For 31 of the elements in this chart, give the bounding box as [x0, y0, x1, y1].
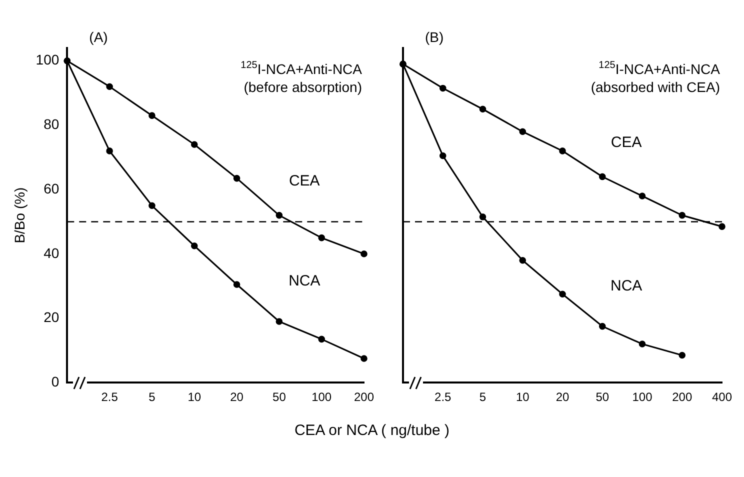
- y-tick-label: 0: [51, 373, 60, 390]
- x-tick-label: 100: [312, 390, 332, 404]
- x-tick-label: 2.5: [101, 390, 118, 404]
- x-tick-label: 20: [556, 390, 570, 404]
- x-tick-label: 10: [516, 390, 530, 404]
- y-tick-label: 60: [44, 180, 60, 196]
- series-label: NCA: [610, 277, 642, 294]
- y-tick-label: 20: [44, 309, 60, 326]
- x-axis-title: CEA or NCA ( ng/tube ): [293, 422, 451, 439]
- series-label: CEA: [610, 134, 642, 151]
- annotation: (absorbed with CEA): [590, 78, 720, 95]
- x-tick-label: 20: [230, 390, 244, 404]
- x-tick-label: 5: [479, 390, 486, 404]
- x-tick-label: 50: [272, 390, 286, 404]
- x-tick-label: 200: [672, 390, 692, 404]
- x-tick-label: 100: [632, 390, 653, 404]
- x-tick-label: 10: [188, 390, 202, 404]
- x-tick-label: 50: [596, 390, 610, 404]
- text: (B): [425, 28, 444, 45]
- x-tick-label: 200: [354, 390, 374, 404]
- y-tick-label: 80: [44, 116, 60, 132]
- x-tick-label: 5: [148, 390, 156, 404]
- text: (A): [89, 28, 108, 45]
- text: NCA: [288, 272, 320, 290]
- annotation: (before absorption): [244, 78, 362, 95]
- x-tick-label: 400: [712, 390, 732, 404]
- series-label: CEA: [288, 172, 320, 190]
- y-tick-label: 40: [44, 244, 60, 261]
- y-axis-title: B/Bo (%): [11, 187, 28, 244]
- x-tick-label: 2.5: [434, 390, 452, 404]
- y-tick-label: 100: [36, 52, 60, 68]
